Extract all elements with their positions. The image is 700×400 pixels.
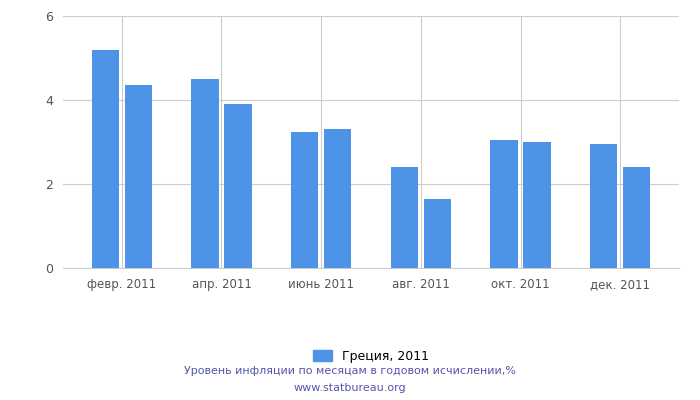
Bar — [524, 142, 551, 268]
Bar — [324, 129, 351, 268]
Legend: Греция, 2011: Греция, 2011 — [308, 344, 434, 368]
Bar — [491, 140, 517, 268]
Bar — [291, 132, 318, 268]
Bar — [590, 144, 617, 268]
Bar — [225, 104, 251, 268]
Bar — [125, 85, 152, 268]
Bar — [424, 199, 451, 268]
Bar — [191, 79, 218, 268]
Bar — [623, 167, 650, 268]
Text: www.statbureau.org: www.statbureau.org — [294, 383, 406, 393]
Text: Уровень инфляции по месяцам в годовом исчислении,%: Уровень инфляции по месяцам в годовом ис… — [184, 366, 516, 376]
Bar — [92, 50, 119, 268]
Bar — [391, 167, 418, 268]
